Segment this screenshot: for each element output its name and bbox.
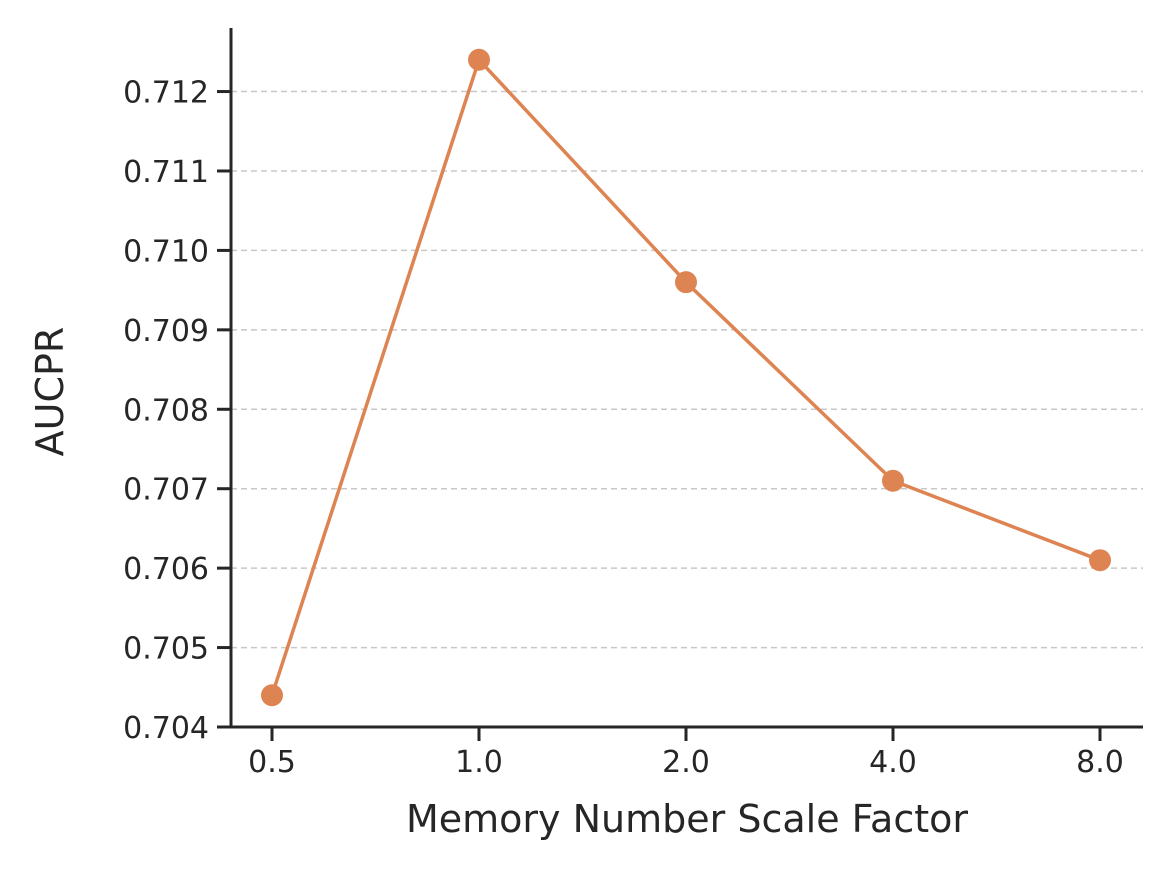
y-tick-label: 0.707: [123, 473, 209, 508]
y-tick-label: 0.710: [123, 234, 209, 269]
y-ticks: 0.704 0.705 0.706 0.707 0.708 0.709 0.710 0.711…: [123, 76, 231, 746]
series-layer: [261, 48, 1111, 707]
y-tick-label: 0.706: [123, 552, 209, 587]
data-point: [261, 684, 283, 707]
x-tick-label: 4.0: [869, 745, 917, 780]
y-axis-label: AUCPR: [28, 327, 72, 457]
data-point: [675, 271, 697, 294]
y-tick-label: 0.711: [123, 155, 209, 190]
data-point: [1089, 549, 1111, 572]
x-tick-label: 0.5: [248, 745, 296, 780]
y-tick-label: 0.708: [123, 393, 209, 428]
y-tick-label: 0.704: [123, 711, 209, 746]
y-tick-label: 0.712: [123, 76, 209, 111]
x-ticks: 0.5 1.0 2.0 4.0 8.0: [248, 727, 1124, 780]
gridlines: [231, 90, 1143, 649]
x-axis-label: Memory Number Scale Factor: [406, 797, 968, 841]
data-point: [882, 469, 904, 492]
x-tick-label: 2.0: [662, 745, 710, 780]
x-tick-label: 8.0: [1076, 745, 1124, 780]
series-line: [270, 58, 1102, 697]
y-tick-label: 0.709: [123, 314, 209, 349]
data-point: [468, 48, 490, 71]
x-tick-label: 1.0: [455, 745, 503, 780]
y-tick-label: 0.705: [123, 632, 209, 667]
